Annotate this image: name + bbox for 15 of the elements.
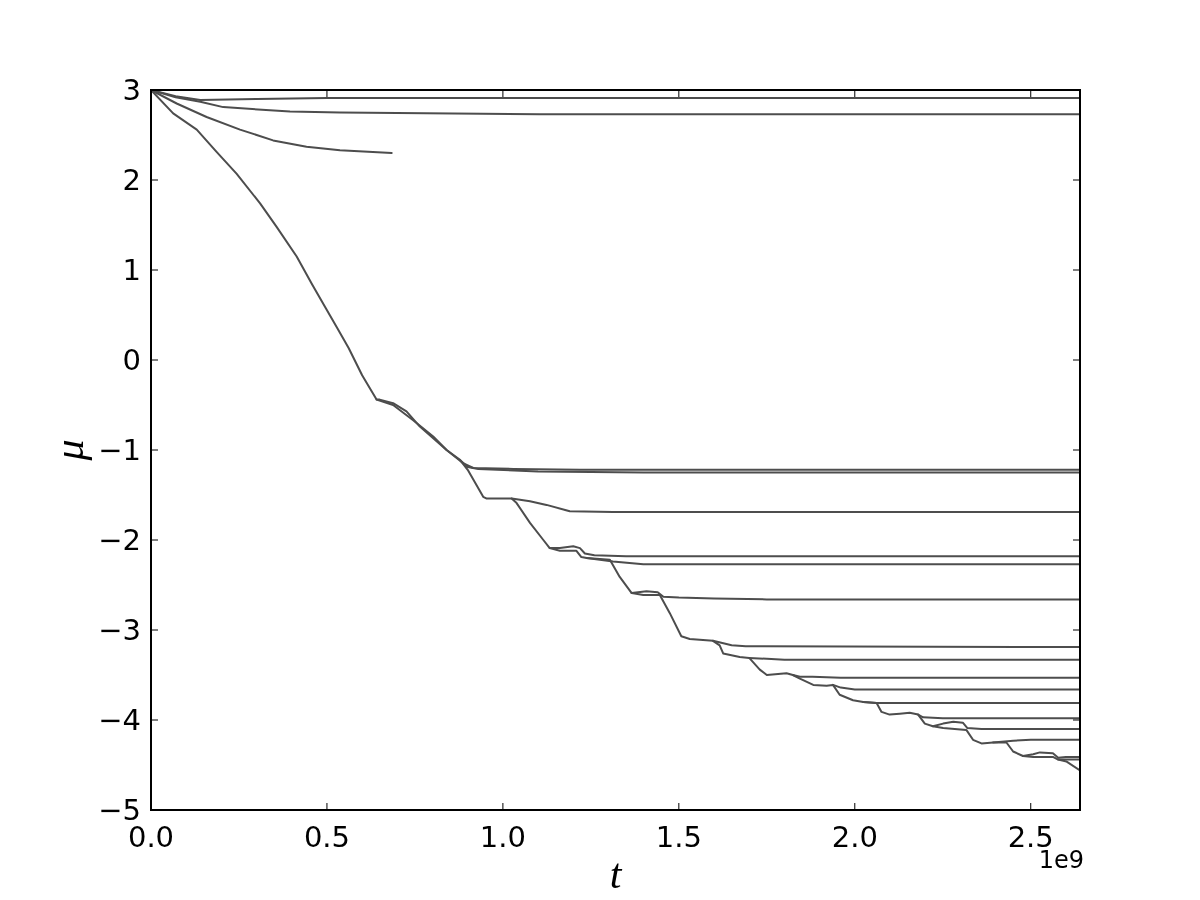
y-tick-label: −3 — [98, 613, 141, 648]
x-tick-label: 1.5 — [655, 820, 702, 854]
y-tick-label: −2 — [98, 523, 141, 558]
x-tick-label: 0.5 — [303, 820, 351, 854]
y-tick-label: 0 — [122, 343, 141, 378]
y-tick-label: 1 — [122, 253, 141, 288]
y-axis-title: μ — [46, 439, 92, 462]
x-axis-title: t — [609, 851, 623, 897]
y-tick-label: −1 — [98, 433, 141, 468]
x-tick-label: 2.0 — [831, 820, 878, 854]
x-tick-label: 1.0 — [479, 820, 526, 854]
y-tick-label: 2 — [122, 163, 141, 198]
y-tick-label: −4 — [98, 703, 141, 738]
x-tick-label: 0.0 — [127, 820, 175, 854]
y-tick-label: 3 — [122, 73, 141, 108]
